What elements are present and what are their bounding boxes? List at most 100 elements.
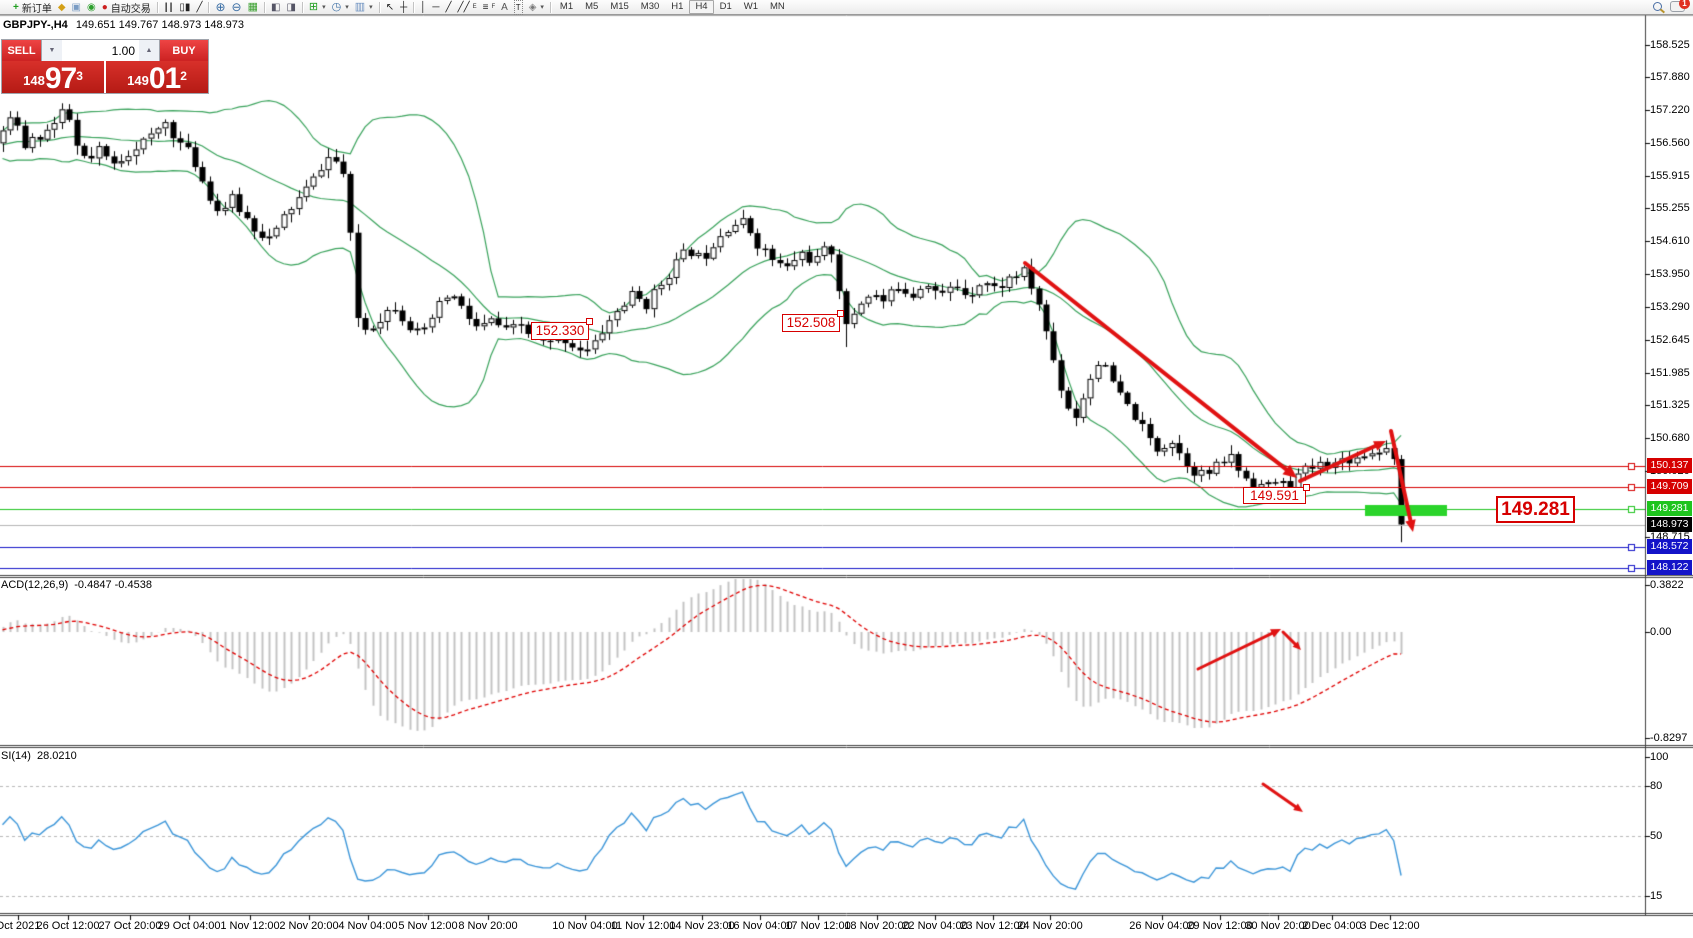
new-order-button[interactable]: + 新订单 bbox=[10, 1, 55, 15]
timeframe-m30[interactable]: M30 bbox=[640, 1, 660, 12]
market-watch-button[interactable]: ◆ bbox=[55, 1, 69, 14]
rsi-axis-label: 100 bbox=[1650, 751, 1669, 763]
sell-price-big-figure: 148 bbox=[23, 73, 45, 88]
trendline-button[interactable]: ╱ bbox=[443, 1, 455, 14]
text-icon: A bbox=[501, 1, 508, 13]
line-chart-icon: ╱ bbox=[196, 1, 203, 13]
date-axis-label: 16 Nov 04:00 bbox=[727, 920, 793, 932]
sell-price-pips: 97 bbox=[44, 62, 77, 95]
indicators-button[interactable]: ⊞ ▾ bbox=[306, 1, 329, 14]
timeframe-m5[interactable]: M5 bbox=[585, 1, 599, 12]
price-annotation-149591[interactable]: 149.591 bbox=[1243, 487, 1306, 504]
macd-axis-label: 0.00 bbox=[1650, 626, 1672, 638]
symbol-period-label: GBPJPY-,H4 bbox=[3, 19, 68, 31]
timeframe-d1[interactable]: D1 bbox=[719, 1, 732, 12]
date-axis-label: 14 Nov 23:00 bbox=[669, 920, 735, 932]
caret-down-icon: ▾ bbox=[345, 4, 349, 11]
tile-windows-button[interactable]: ▦ bbox=[245, 1, 261, 14]
price-axis-label: 157.220 bbox=[1650, 104, 1690, 116]
gold-cube-icon: ◆ bbox=[57, 1, 66, 13]
zoom-out-button[interactable]: ⊖ bbox=[229, 0, 245, 14]
fibonacci-button[interactable]: ≡ F bbox=[480, 1, 499, 14]
channel-sub-label: E bbox=[472, 4, 477, 10]
horizontal-line-button[interactable]: ─ bbox=[429, 1, 442, 14]
one-click-trading-widget: SELL ▼ 1.00 ▲ BUY 148 97 3 149 01 2 bbox=[1, 39, 209, 94]
price-axis-label: 150.680 bbox=[1650, 432, 1690, 444]
horizontal-line-icon: ─ bbox=[432, 1, 440, 13]
price-annotation-152508[interactable]: 152.508 bbox=[782, 314, 840, 332]
date-axis-label: 26 Oct 12:00 bbox=[36, 920, 100, 932]
macd-name: ACD(12,26,9) bbox=[1, 579, 69, 591]
timeframe-m15[interactable]: M15 bbox=[610, 1, 629, 12]
timeframe-mn[interactable]: MN bbox=[770, 1, 785, 12]
templates-button[interactable]: ▥ ▾ bbox=[352, 1, 376, 14]
cursor-icon: ↖ bbox=[385, 1, 395, 13]
zoom-in-button[interactable]: ⊕ bbox=[212, 0, 228, 14]
macd-axis-label: -0.8297 bbox=[1650, 732, 1688, 744]
toolbar-right: 1 bbox=[1653, 0, 1690, 12]
trendline-icon: ╱ bbox=[445, 1, 452, 13]
new-order-label: 新订单 bbox=[21, 3, 52, 15]
bar-chart-button[interactable]: ┃┃ bbox=[161, 1, 177, 14]
annotation-anchor-square[interactable] bbox=[1303, 484, 1310, 491]
zoom-in-icon: ⊕ bbox=[215, 0, 226, 14]
chat-icon[interactable]: 1 bbox=[1670, 0, 1690, 12]
price-annotation-152330[interactable]: 152.330 bbox=[531, 322, 589, 340]
caret-down-icon: ▾ bbox=[369, 4, 373, 11]
date-axis-label: 27 Oct 20:00 bbox=[98, 920, 162, 932]
signal-icon: ◉ bbox=[87, 1, 96, 13]
channel-button[interactable]: ╱╱ E bbox=[455, 1, 480, 14]
buy-price-big-figure: 149 bbox=[127, 73, 149, 88]
candle-chart-button[interactable]: ▯▮ bbox=[176, 1, 193, 14]
volume-increase-button[interactable]: ▲ bbox=[139, 40, 159, 61]
date-axis-label: 11 Nov 12:00 bbox=[610, 920, 676, 932]
separator bbox=[413, 1, 415, 13]
timeframe-h1[interactable]: H1 bbox=[671, 1, 684, 12]
notification-badge: 1 bbox=[1679, 0, 1690, 9]
shapes-button[interactable]: ◈ ▾ bbox=[526, 1, 547, 14]
date-axis-label: 3 Dec 12:00 bbox=[1360, 920, 1420, 932]
sell-button[interactable]: SELL bbox=[2, 40, 41, 61]
timeframe-h4[interactable]: H4 bbox=[689, 0, 714, 14]
arrange-b-button[interactable]: ◨ bbox=[283, 1, 298, 14]
date-axis-label: 8 Nov 20:00 bbox=[458, 920, 518, 932]
separator bbox=[549, 1, 551, 13]
vertical-line-icon: │ bbox=[420, 1, 427, 13]
annotation-anchor-square[interactable] bbox=[586, 318, 593, 325]
volume-decrease-button[interactable]: ▼ bbox=[42, 40, 62, 61]
timeframe-m1[interactable]: M1 bbox=[559, 1, 574, 12]
date-axis-label: 10 Nov 04:00 bbox=[552, 920, 618, 932]
autotrading-button[interactable]: ● 自动交易 bbox=[99, 1, 154, 15]
date-axis-label: 24 Nov 20:00 bbox=[1017, 920, 1083, 932]
arrange-a-button[interactable]: ◧ bbox=[268, 1, 283, 14]
terminal-button[interactable]: ▣ bbox=[69, 1, 84, 14]
price-annotation-target-149281[interactable]: 149.281 bbox=[1496, 496, 1575, 523]
volume-stepper: ▼ 1.00 ▲ bbox=[41, 40, 160, 61]
volume-input[interactable]: 1.00 bbox=[62, 40, 139, 61]
clock-icon: ◷ bbox=[331, 0, 342, 13]
cursor-button[interactable]: ↖ bbox=[383, 1, 397, 14]
macd-values: -0.4847 -0.4538 bbox=[74, 579, 152, 591]
buy-button[interactable]: BUY bbox=[160, 40, 208, 61]
signals-button[interactable]: ◉ bbox=[84, 1, 99, 14]
vertical-line-button[interactable]: │ bbox=[417, 1, 429, 14]
date-axis-label: 5 Nov 12:00 bbox=[398, 920, 458, 932]
window-icon: ▣ bbox=[71, 1, 81, 13]
text-label-button[interactable]: T bbox=[511, 0, 526, 15]
buy-price[interactable]: 149 01 2 bbox=[106, 61, 208, 94]
rsi-label: SI(14) 28.0210 bbox=[1, 750, 83, 762]
rsi-value: 28.0210 bbox=[36, 750, 77, 762]
line-chart-button[interactable]: ╱ bbox=[193, 1, 205, 14]
timeframe-w1[interactable]: W1 bbox=[743, 1, 758, 12]
search-icon[interactable] bbox=[1653, 2, 1662, 11]
annotation-anchor-square[interactable] bbox=[837, 310, 844, 317]
template-icon: ▥ bbox=[354, 0, 366, 13]
text-button[interactable]: A bbox=[498, 1, 511, 14]
sell-price[interactable]: 148 97 3 bbox=[2, 61, 104, 95]
rsi-axis-label: 15 bbox=[1650, 890, 1663, 902]
price-axis-label: 155.255 bbox=[1650, 202, 1690, 214]
periods-button[interactable]: ◷ ▾ bbox=[329, 1, 352, 14]
date-axis-label: 26 Nov 04:00 bbox=[1129, 920, 1195, 932]
crosshair-button[interactable]: ┼ bbox=[397, 1, 410, 14]
